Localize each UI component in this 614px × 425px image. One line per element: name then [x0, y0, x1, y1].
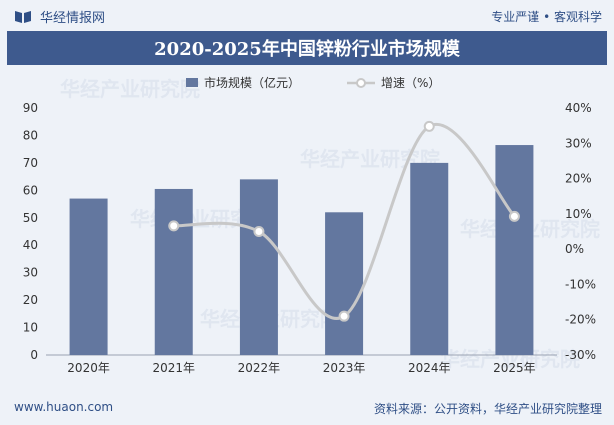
slogan: 专业严谨 • 客观科学 [491, 10, 602, 24]
growth-point [508, 210, 520, 222]
y-left-tick-label: 80 [23, 128, 38, 142]
y-left-tick-label: 50 [23, 211, 38, 225]
axes: 0 10 20 30 40 50 60 70 80 90 -30% -20% -10% 0% 10% 20% 3… [23, 101, 596, 375]
x-tick-label: 2022年 [238, 361, 281, 375]
y-left-tick-label: 70 [23, 156, 38, 170]
top-bar: 华经情报网 专业严谨 • 客观科学 [0, 0, 614, 28]
x-tick-label: 2025年 [493, 361, 536, 375]
bar [239, 179, 278, 355]
y-right-tick-label: 30% [565, 136, 592, 150]
bar [154, 188, 193, 355]
x-tick-label: 2020年 [67, 361, 110, 375]
chart-title: 2020-2025年中国锌粉行业市场规模 [154, 39, 460, 60]
footer: www.huaon.com 资料来源：公开资料，华经产业研究院整理 [0, 394, 614, 425]
y-right-tick-label: 40% [565, 101, 592, 115]
growth-point [423, 120, 435, 132]
growth-line [168, 120, 520, 322]
source-note: 资料来源：公开资料，华经产业研究院整理 [373, 402, 602, 416]
brand: 华经情报网 [14, 7, 105, 26]
x-tick-label: 2021年 [152, 361, 195, 375]
y-left-tick-label: 90 [23, 101, 38, 115]
watermark-text: 华经产业研究院 [60, 77, 200, 101]
bars [69, 145, 534, 355]
y-left-tick-label: 40 [23, 238, 38, 252]
y-right-tick-label: -20% [565, 313, 596, 327]
legend-line-label: 增速（%） [381, 76, 440, 90]
y-right-tick-label: 10% [565, 207, 592, 221]
y-left-tick-label: 10 [23, 321, 38, 335]
legend-bar-swatch [186, 78, 198, 87]
legend-bar-label: 市场规模（亿元） [204, 75, 300, 90]
growth-point [253, 226, 265, 237]
bar [69, 198, 108, 355]
growth-point [338, 310, 350, 322]
y-left-tick-label: 30 [23, 266, 38, 280]
y-right-tick-label: 20% [565, 172, 592, 186]
x-tick-label: 2024年 [408, 361, 451, 375]
growth-series-line [173, 122, 516, 320]
bar [325, 212, 364, 355]
book-logo-icon [15, 10, 31, 23]
legend-line-marker [356, 78, 366, 88]
y-right-tick-label: -30% [565, 348, 596, 362]
legend: 市场规模（亿元） 增速（%） [186, 75, 440, 90]
y-left-tick-label: 0 [30, 348, 38, 362]
x-tick-label: 2023年 [323, 361, 366, 375]
title-bar: 2020-2025年中国锌粉行业市场规模 [7, 31, 607, 65]
brand-name: 华经情报网 [40, 11, 106, 26]
chart: 华经产业研究院华经产业研究院华经产业研究院华经产业研究院华经产业研究院华经产业研… [23, 75, 600, 375]
y-left-tick-label: 60 [23, 183, 38, 197]
bar [410, 162, 449, 355]
bar [495, 145, 534, 355]
y-right-tick-label: 0% [565, 242, 584, 256]
growth-point [168, 220, 180, 232]
y-right-tick-label: -10% [565, 277, 596, 291]
website-link[interactable]: www.huaon.com [14, 400, 114, 414]
y-left-tick-label: 20 [23, 293, 38, 307]
